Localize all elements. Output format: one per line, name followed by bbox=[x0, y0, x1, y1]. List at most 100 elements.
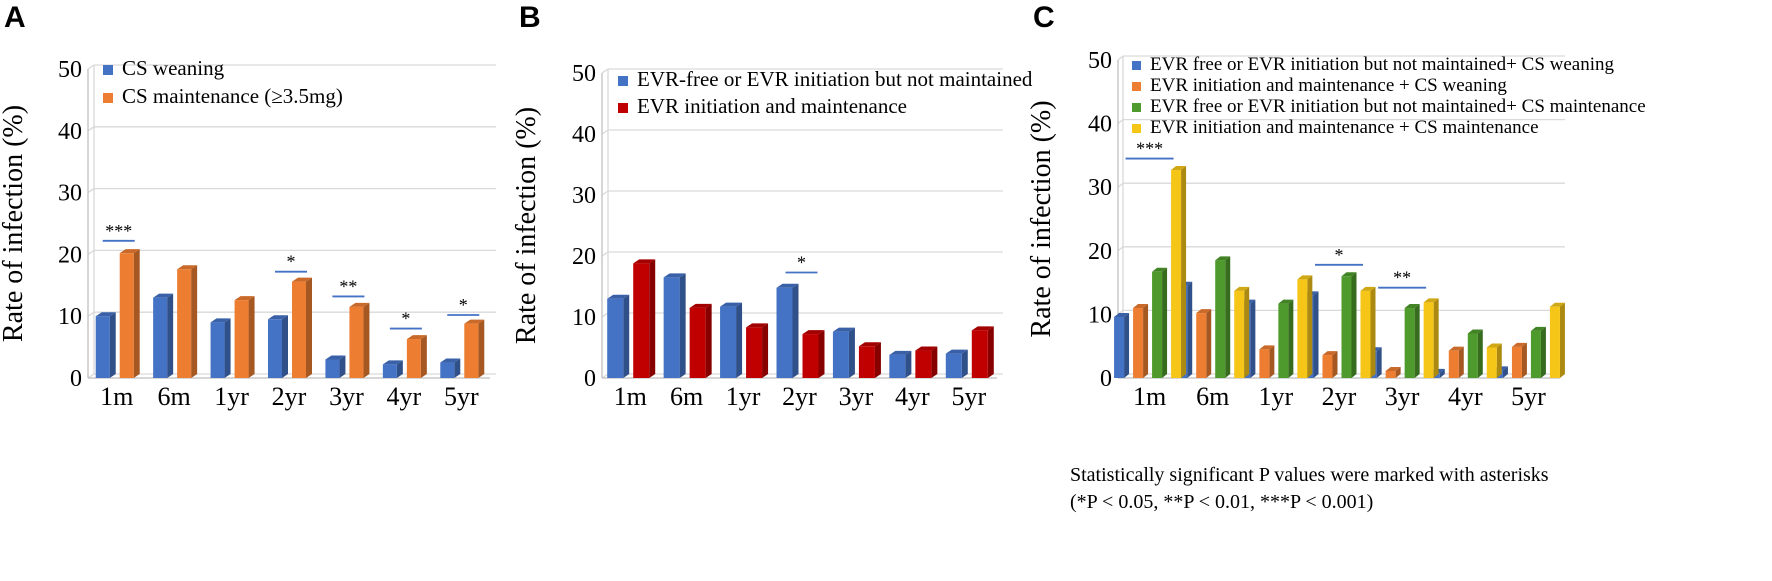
bar-front bbox=[382, 364, 397, 378]
bar-front bbox=[1322, 355, 1333, 378]
legend-swatch bbox=[103, 65, 113, 75]
bar-red-1m bbox=[633, 259, 656, 378]
bar-blue-5yr bbox=[945, 349, 968, 378]
bar-red-3yr bbox=[858, 342, 881, 378]
bar-front bbox=[802, 334, 819, 378]
bar-side bbox=[1181, 166, 1187, 378]
bar-top bbox=[633, 259, 656, 264]
bar-top bbox=[440, 358, 461, 363]
legend-item-red: EVR initiation and maintenance bbox=[618, 94, 907, 118]
bar-front bbox=[1196, 313, 1207, 378]
bar-front bbox=[607, 298, 624, 378]
bar-front bbox=[1467, 333, 1478, 378]
bar-top bbox=[1423, 298, 1439, 303]
gridline-depth-30 bbox=[601, 190, 609, 196]
legend-swatch bbox=[103, 93, 113, 103]
bar-side bbox=[191, 265, 198, 378]
bar-side bbox=[1124, 312, 1130, 378]
bar-top bbox=[1114, 312, 1130, 317]
legend-swatch bbox=[618, 103, 628, 113]
bar-blue-2yr bbox=[776, 283, 799, 378]
bar-front bbox=[889, 354, 906, 378]
y-tick-label-0: 0 bbox=[584, 366, 596, 392]
bar-red-1yr bbox=[746, 323, 769, 378]
bar-yellow-4yr bbox=[1486, 343, 1502, 378]
x-tick-label-3yr: 3yr bbox=[839, 382, 874, 411]
bar-side bbox=[679, 273, 686, 378]
bar-front bbox=[776, 287, 793, 378]
bar-side bbox=[454, 358, 461, 378]
bar-top bbox=[210, 318, 231, 323]
x-tick-label-4yr: 4yr bbox=[387, 382, 422, 411]
y-tick-label-10: 10 bbox=[1088, 302, 1112, 328]
gridline-depth-0 bbox=[601, 373, 609, 379]
bar-orange-1m bbox=[119, 249, 140, 378]
bar-side bbox=[1244, 286, 1250, 378]
bar-green-6m bbox=[1215, 256, 1231, 378]
bar-blue-4yr bbox=[889, 350, 912, 378]
bar-orange-3yr bbox=[1385, 367, 1401, 378]
significance-asterisks: * bbox=[797, 252, 806, 272]
chart-panel-b: 0 10 20 30 40 50 Rate of infection (%) 1m 6m 1yr 2… bbox=[511, 61, 1033, 411]
bar-top bbox=[1133, 304, 1149, 309]
bar-side bbox=[1414, 304, 1420, 378]
bar-front bbox=[1152, 271, 1163, 378]
bar-top bbox=[177, 265, 198, 270]
bar-top bbox=[1278, 299, 1294, 304]
bar-front bbox=[915, 350, 932, 378]
bar-blue-1yr bbox=[210, 318, 231, 378]
bar-side bbox=[1433, 298, 1439, 378]
y-tick-label-30: 30 bbox=[572, 183, 596, 209]
legend-item-orange: CS maintenance (≥3.5mg) bbox=[103, 84, 343, 108]
legend-label: EVR initiation and maintenance + CS wean… bbox=[1150, 75, 1507, 96]
bar-side bbox=[931, 346, 938, 378]
bar-front bbox=[1215, 260, 1226, 378]
legend-label: CS weaning bbox=[122, 56, 225, 80]
bar-yellow-1m bbox=[1171, 166, 1187, 378]
legend-swatch bbox=[1132, 61, 1141, 70]
bar-side bbox=[1162, 267, 1168, 378]
bar-top bbox=[915, 346, 938, 351]
bar-orange-1yr bbox=[234, 296, 255, 378]
x-tick-label-2yr: 2yr bbox=[782, 382, 817, 411]
legend-item-yellow: EVR initiation and maintenance + CS main… bbox=[1132, 117, 1539, 138]
bar-front bbox=[633, 263, 650, 378]
x-tick-label-1m: 1m bbox=[100, 382, 133, 411]
bar-top bbox=[1385, 367, 1401, 372]
bar-front bbox=[1259, 349, 1270, 378]
bar-side bbox=[905, 350, 912, 378]
bar-front bbox=[349, 306, 364, 378]
bar-orange-2yr bbox=[292, 277, 312, 378]
bar-front bbox=[1297, 279, 1308, 378]
bar-side bbox=[282, 315, 288, 378]
bar-blue-1m bbox=[95, 312, 116, 378]
bar-front bbox=[720, 306, 737, 378]
gridline-depth-50 bbox=[601, 68, 609, 74]
legend-label: EVR free or EVR initiation but not maint… bbox=[1150, 96, 1646, 117]
y-tick-label-20: 20 bbox=[58, 242, 82, 268]
bar-top bbox=[689, 303, 712, 308]
bar-front bbox=[689, 307, 706, 378]
panel-letter-b: B bbox=[519, 1, 541, 34]
y-tick-label-40: 40 bbox=[1088, 112, 1112, 138]
bar-front bbox=[1448, 350, 1459, 378]
bar-side bbox=[1370, 286, 1376, 378]
bar-front bbox=[153, 297, 168, 378]
gridline-depth-30 bbox=[1117, 182, 1124, 188]
legend-label: EVR initiation and maintenance + CS main… bbox=[1150, 117, 1539, 138]
x-tick-label-6m: 6m bbox=[1196, 382, 1229, 411]
legend-item-blue: EVR free or EVR initiation but not maint… bbox=[1132, 54, 1614, 75]
gridline-depth-0 bbox=[87, 373, 95, 379]
bar-blue-6m bbox=[153, 293, 174, 378]
bar-side bbox=[792, 283, 799, 378]
bar-side bbox=[396, 360, 403, 378]
bar-side bbox=[705, 303, 712, 378]
bar-side bbox=[1477, 329, 1483, 378]
bar-top bbox=[406, 335, 427, 340]
bar-top bbox=[292, 277, 312, 282]
bar-top bbox=[325, 355, 346, 360]
bar-side bbox=[818, 330, 825, 378]
bar-top bbox=[1171, 166, 1187, 171]
bar-side bbox=[1395, 367, 1401, 378]
